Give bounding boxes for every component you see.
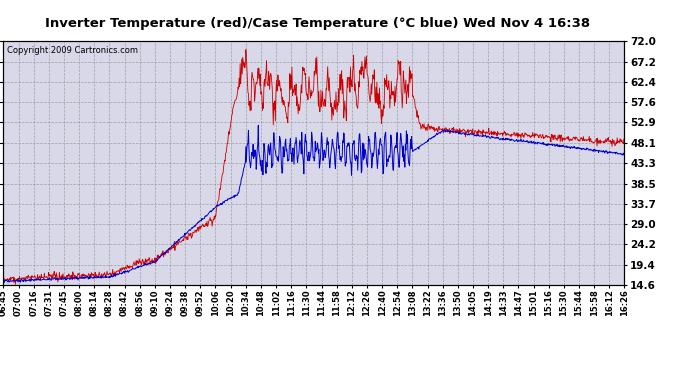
Text: Inverter Temperature (red)/Case Temperature (°C blue) Wed Nov 4 16:38: Inverter Temperature (red)/Case Temperat… xyxy=(45,17,590,30)
Text: Copyright 2009 Cartronics.com: Copyright 2009 Cartronics.com xyxy=(7,46,137,55)
